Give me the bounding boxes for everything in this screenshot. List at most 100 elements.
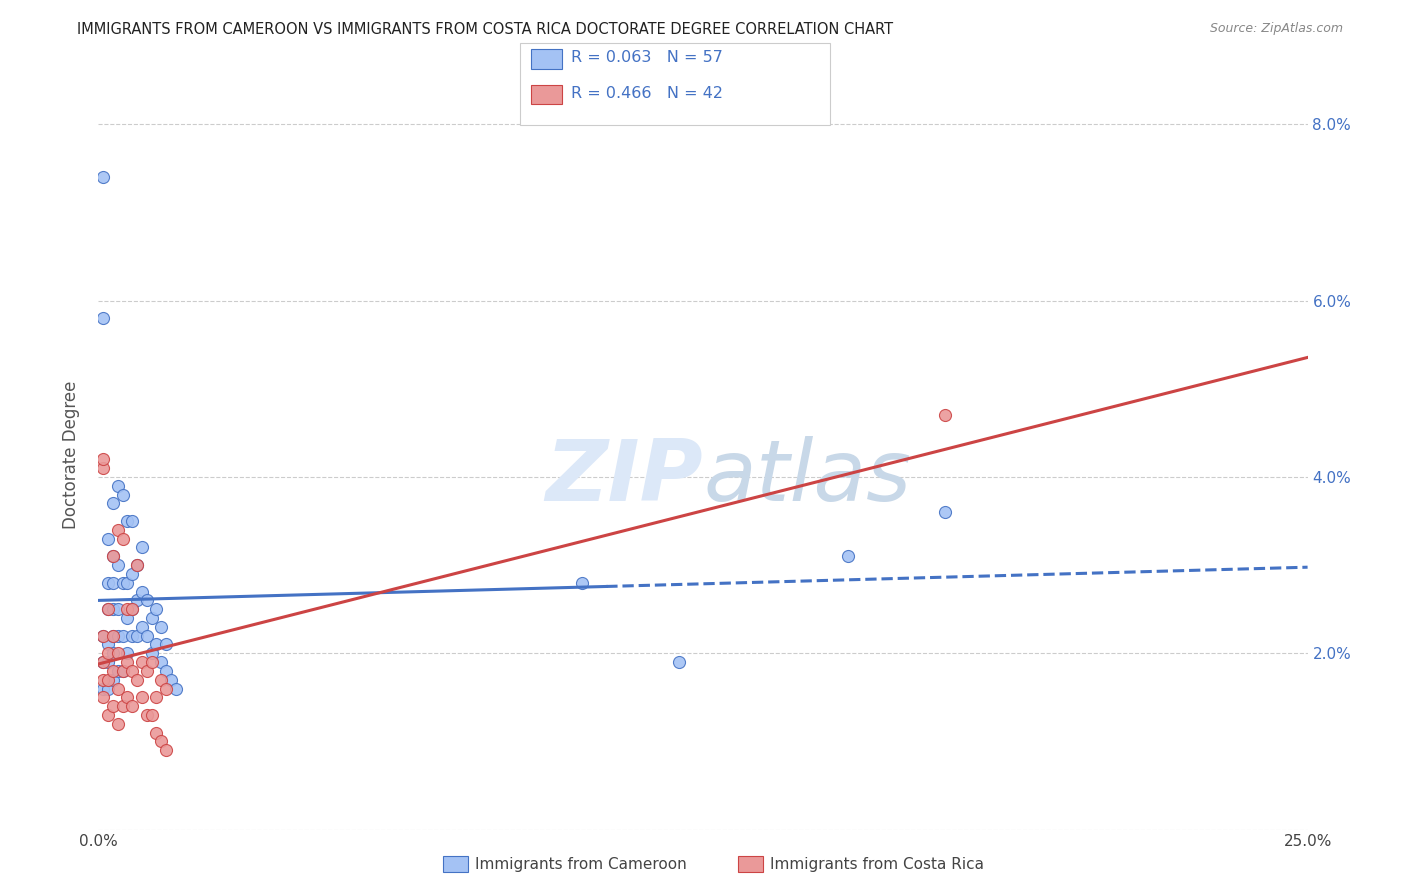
Point <box>101 699 124 714</box>
Point <box>91 452 114 467</box>
Point <box>150 655 173 669</box>
Point <box>668 655 690 669</box>
Point <box>141 708 163 723</box>
Point <box>97 532 120 546</box>
Point <box>131 690 153 705</box>
Point <box>131 541 153 555</box>
Point <box>141 646 163 660</box>
Point <box>107 558 129 573</box>
Point <box>934 505 956 519</box>
Point <box>97 637 120 651</box>
Point <box>91 655 114 669</box>
Point <box>121 602 143 616</box>
Point <box>141 611 163 625</box>
Point <box>91 170 114 185</box>
Point <box>97 655 120 669</box>
Point <box>97 646 120 660</box>
Point <box>111 664 134 678</box>
Point <box>145 602 167 616</box>
Text: Immigrants from Costa Rica: Immigrants from Costa Rica <box>770 857 984 871</box>
Point <box>97 681 120 696</box>
Point <box>101 664 124 678</box>
Text: ZIP: ZIP <box>546 436 703 519</box>
Point <box>97 602 120 616</box>
Point <box>101 629 124 643</box>
Point <box>934 409 956 423</box>
Point <box>121 602 143 616</box>
Point <box>121 699 143 714</box>
Point <box>91 681 114 696</box>
Point <box>150 734 173 748</box>
Point <box>131 655 153 669</box>
Point <box>155 681 177 696</box>
Point <box>111 532 134 546</box>
Point <box>91 655 114 669</box>
Text: IMMIGRANTS FROM CAMEROON VS IMMIGRANTS FROM COSTA RICA DOCTORATE DEGREE CORRELAT: IMMIGRANTS FROM CAMEROON VS IMMIGRANTS F… <box>77 22 893 37</box>
Point <box>107 523 129 537</box>
Point <box>107 629 129 643</box>
Point <box>91 629 114 643</box>
Point <box>111 487 134 501</box>
Point <box>97 575 120 590</box>
Point <box>101 575 124 590</box>
Point <box>117 514 139 528</box>
Y-axis label: Doctorate Degree: Doctorate Degree <box>62 381 80 529</box>
Point <box>121 514 143 528</box>
Point <box>107 664 129 678</box>
Point <box>97 602 120 616</box>
Point <box>97 673 120 687</box>
Point <box>121 664 143 678</box>
Point <box>571 575 593 590</box>
Point <box>145 725 167 739</box>
Point <box>127 629 149 643</box>
Point <box>135 593 157 607</box>
Point <box>117 690 139 705</box>
Point <box>145 637 167 651</box>
Point <box>127 558 149 573</box>
Point <box>101 673 124 687</box>
Point <box>101 549 124 564</box>
Point <box>150 673 173 687</box>
Point <box>165 681 187 696</box>
Point <box>107 602 129 616</box>
Point <box>101 549 124 564</box>
Point <box>135 629 157 643</box>
Point <box>91 461 114 475</box>
Point <box>145 690 167 705</box>
Point <box>155 637 177 651</box>
Point <box>101 629 124 643</box>
Point <box>97 708 120 723</box>
Text: R = 0.466   N = 42: R = 0.466 N = 42 <box>571 87 723 101</box>
Text: atlas: atlas <box>703 436 911 519</box>
Point <box>121 566 143 581</box>
Point <box>101 646 124 660</box>
Point <box>155 664 177 678</box>
Point <box>91 629 114 643</box>
Point <box>91 311 114 326</box>
Point <box>121 629 143 643</box>
Point <box>107 479 129 493</box>
Point <box>131 584 153 599</box>
Point <box>837 549 859 564</box>
Point <box>107 646 129 660</box>
Point <box>101 496 124 510</box>
Point <box>160 673 183 687</box>
Text: Source: ZipAtlas.com: Source: ZipAtlas.com <box>1209 22 1343 36</box>
Point <box>127 593 149 607</box>
Point <box>111 664 134 678</box>
Point <box>101 602 124 616</box>
Point <box>111 699 134 714</box>
Point <box>91 690 114 705</box>
Point <box>111 629 134 643</box>
Point <box>117 575 139 590</box>
Text: R = 0.063   N = 57: R = 0.063 N = 57 <box>571 51 723 65</box>
Text: Immigrants from Cameroon: Immigrants from Cameroon <box>475 857 688 871</box>
Point <box>127 673 149 687</box>
Point <box>117 611 139 625</box>
Point <box>117 602 139 616</box>
Point <box>131 620 153 634</box>
Point <box>127 558 149 573</box>
Point <box>91 673 114 687</box>
Point <box>155 743 177 757</box>
Point <box>117 646 139 660</box>
